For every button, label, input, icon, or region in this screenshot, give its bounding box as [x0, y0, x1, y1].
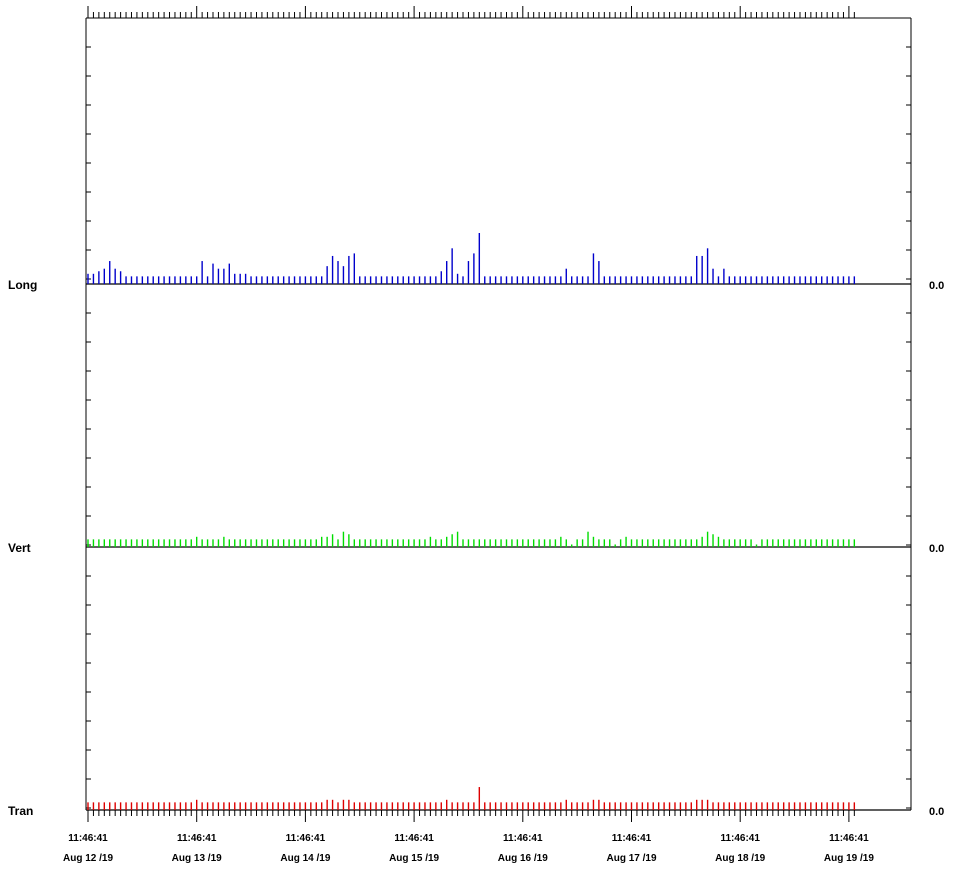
baseline-value-tran: 0.0 — [929, 806, 944, 818]
baseline-value-long: 0.0 — [929, 280, 944, 292]
series-label-tran: Tran — [8, 804, 33, 818]
x-tick-time-label: 11:46:41 — [68, 833, 108, 844]
x-tick-date-label: Aug 17 /19 — [606, 853, 656, 864]
x-tick-time-label: 11:46:41 — [177, 833, 217, 844]
x-tick-time-label: 11:46:41 — [829, 833, 869, 844]
x-tick-date-label: Aug 15 /19 — [389, 853, 439, 864]
x-tick-time-label: 11:46:41 — [612, 833, 652, 844]
series-label-long: Long — [8, 278, 37, 292]
axis-labels: Long 0.0 Vert 0.0 Tran 0.0 11:46:41 Aug 12 /19 1… — [8, 278, 944, 864]
x-tick-date-label: Aug 16 /19 — [498, 853, 548, 864]
series-label-vert: Vert — [8, 541, 31, 555]
x-tick-date-label: Aug 13 /19 — [172, 853, 222, 864]
x-tick-date-label: Aug 12 /19 — [63, 853, 113, 864]
x-tick-date-label: Aug 14 /19 — [280, 853, 330, 864]
x-tick-time-label: 11:46:41 — [394, 833, 434, 844]
x-tick-date-label: Aug 19 /19 — [824, 853, 874, 864]
axis-ticks — [86, 6, 911, 822]
bar-series — [87, 233, 856, 810]
x-tick-time-label: 11:46:41 — [503, 833, 543, 844]
x-tick-time-label: 11:46:41 — [720, 833, 760, 844]
plot-frame — [85, 17, 912, 811]
x-tick-date-label: Aug 18 /19 — [715, 853, 765, 864]
x-tick-time-label: 11:46:41 — [286, 833, 326, 844]
baseline-value-vert: 0.0 — [929, 543, 944, 555]
